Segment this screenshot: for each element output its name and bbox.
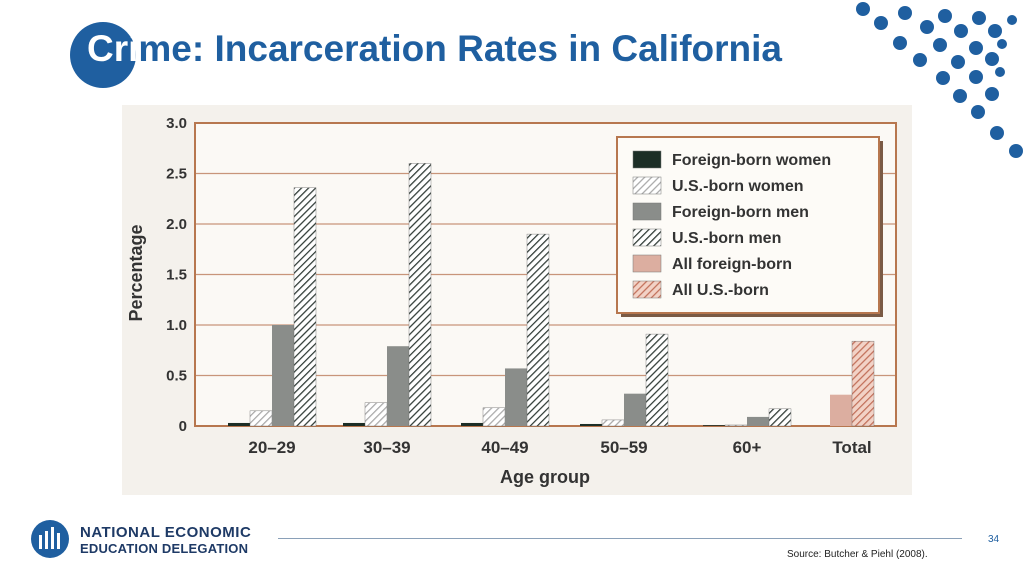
bar <box>461 422 483 426</box>
y-tick-label: 0 <box>179 418 187 435</box>
bar <box>343 422 365 426</box>
bar <box>703 425 725 426</box>
logo-line-2: EDUCATION DELEGATION <box>80 541 249 556</box>
bar <box>249 410 273 427</box>
x-axis-label: Age group <box>500 467 590 487</box>
x-tick-label: 20–29 <box>248 438 295 457</box>
footer-divider <box>278 538 962 539</box>
bar <box>272 325 294 426</box>
legend-swatch <box>632 280 662 299</box>
bar <box>228 422 250 426</box>
bar <box>364 402 388 427</box>
y-tick-label: 2.0 <box>166 216 187 233</box>
title-rest: me: Incarceration Rates in California <box>138 28 782 69</box>
bar <box>387 346 409 426</box>
logo-line-1: NATIONAL ECONOMIC <box>80 524 252 541</box>
bar <box>724 424 748 427</box>
incarceration-bar-chart: 0 0.5 1.0 1.5 2.0 2.5 3.0 20–29 30–39 40–49 50–59 6… <box>126 115 897 487</box>
bar <box>580 423 602 426</box>
bar <box>851 340 875 427</box>
nee-logo-mark <box>31 520 69 558</box>
bar <box>830 394 852 426</box>
y-tick-label: 0.5 <box>166 368 187 385</box>
legend-swatch <box>632 202 662 221</box>
decorative-dot-pattern <box>856 2 1023 158</box>
bar <box>293 187 317 427</box>
bar <box>526 233 550 427</box>
legend-label: All foreign-born <box>672 256 792 273</box>
chart-panel: 0 0.5 1.0 1.5 2.0 2.5 3.0 20–29 30–39 40–49 50–59 6… <box>122 105 912 495</box>
y-tick-label: 1.5 <box>166 267 187 284</box>
legend-swatch <box>632 254 662 273</box>
page-number: 34 <box>988 534 1000 545</box>
x-tick-label: Total <box>832 438 871 457</box>
legend-label: All U.S.-born <box>672 282 769 299</box>
x-tick-label: 60+ <box>733 438 762 457</box>
bar <box>624 393 646 426</box>
title-prefix: Cri <box>87 28 139 69</box>
bar <box>645 333 669 427</box>
x-tick-label: 40–49 <box>481 438 528 457</box>
legend-swatch <box>632 228 662 247</box>
bar <box>482 407 506 427</box>
source-citation: Source: Butcher & Piehl (2008). <box>787 549 928 560</box>
legend-label: U.S.-born men <box>672 230 781 247</box>
y-axis-label: Percentage <box>126 224 146 321</box>
legend-swatch <box>632 150 662 169</box>
title-circle-accent <box>70 22 136 88</box>
bar <box>747 416 769 426</box>
slide-title: Crime: Incarceration Rates in California <box>87 28 782 70</box>
legend-swatch <box>632 176 662 195</box>
bar <box>505 368 527 426</box>
x-tick-label: 50–59 <box>600 438 647 457</box>
bar <box>408 163 432 427</box>
y-tick-label: 3.0 <box>166 115 187 132</box>
bar <box>768 408 792 427</box>
y-tick-label: 2.5 <box>166 166 187 183</box>
y-tick-label: 1.0 <box>166 317 187 334</box>
legend-label: Foreign-born men <box>672 204 809 221</box>
legend-label: U.S.-born women <box>672 178 804 195</box>
bar <box>601 419 625 427</box>
x-tick-label: 30–39 <box>363 438 410 457</box>
legend-label: Foreign-born women <box>672 152 831 169</box>
